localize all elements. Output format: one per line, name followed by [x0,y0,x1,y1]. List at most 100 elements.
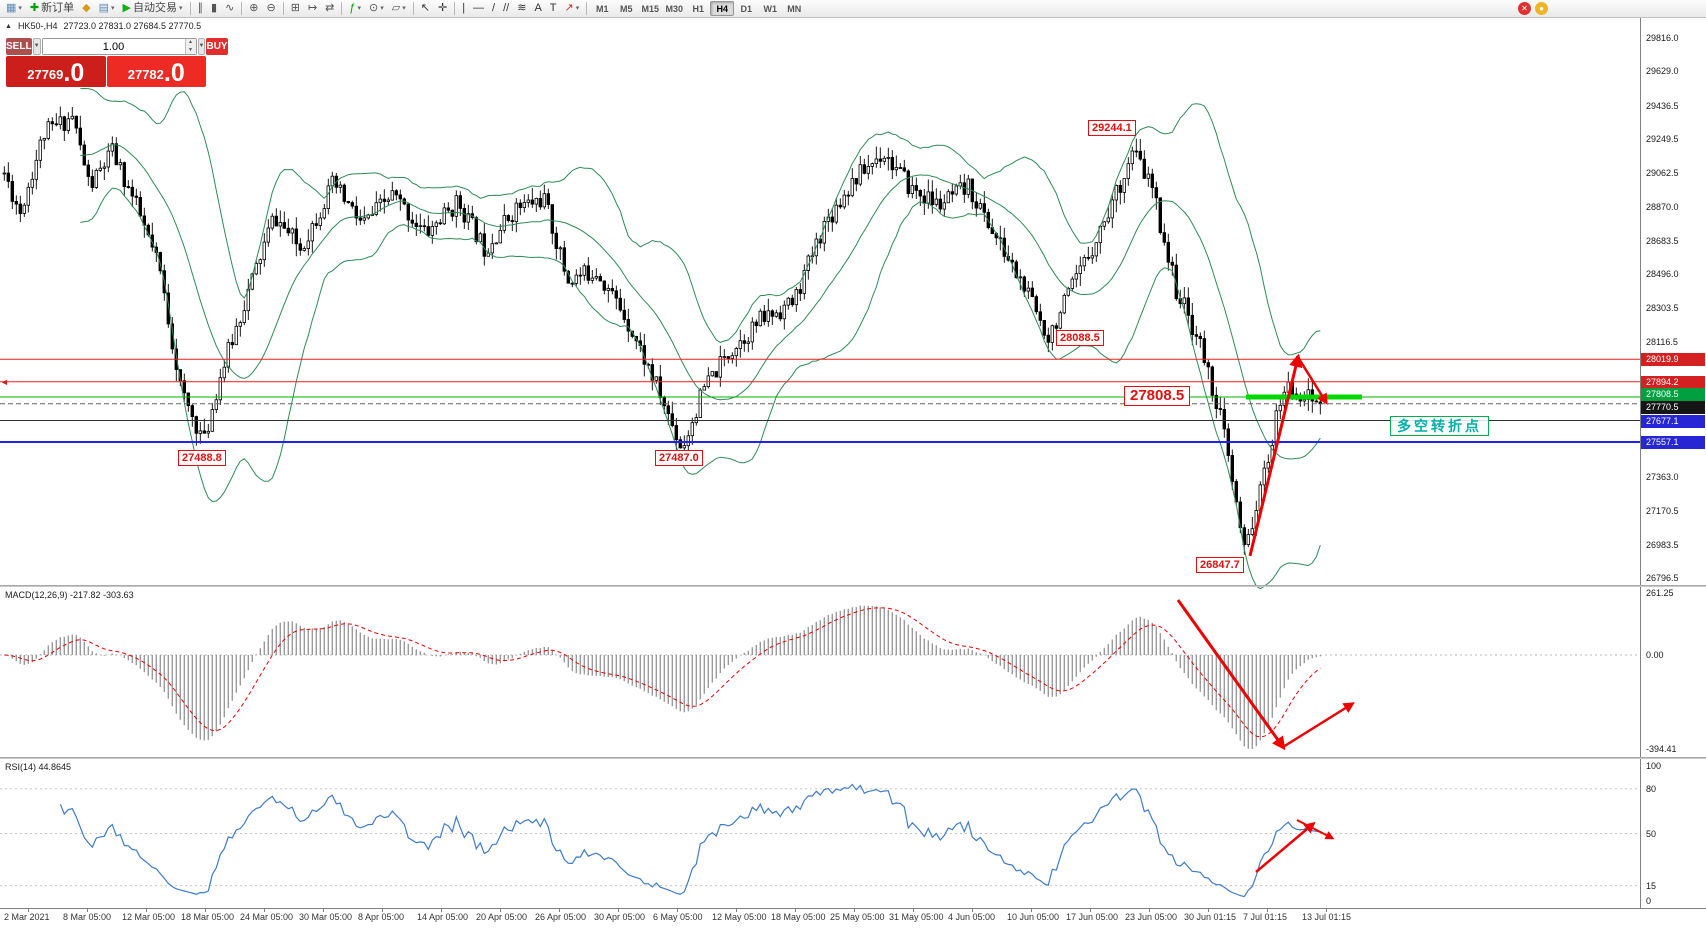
sell-options-caret-icon[interactable]: ▼ [32,38,41,55]
candle [1054,325,1058,329]
timeframe-w1[interactable]: W1 [763,4,778,14]
candle [1062,294,1066,314]
indicators-button[interactable]: ƒ ▾ [345,1,365,17]
new-chart-button[interactable]: ▦ ▾ [2,1,26,17]
candle [130,186,134,197]
trendline-button[interactable]: / [488,1,499,17]
cursor-button[interactable]: ↖ [417,1,434,17]
arrows-tool-button[interactable]: ↗ ▾ [561,1,584,17]
zoom-in-button[interactable]: ⊕ [245,1,262,17]
zoom-out-button[interactable]: ⊖ [263,1,280,17]
timeframe-m5[interactable]: M5 [620,4,633,14]
candle [1050,325,1054,343]
candle [230,342,234,346]
trend-arrow-main-2[interactable] [1295,354,1328,405]
auto-scroll-button[interactable]: ↦ [304,1,321,17]
price-axis-label: 28116.5 [1646,336,1678,347]
trend-arrow-macd-1[interactable] [1176,599,1286,751]
time-axis [0,908,1706,938]
new-chart-icon: ▦ [6,2,17,14]
trend-arrow-rsi-2[interactable] [1296,819,1335,840]
time-axis-tick [1267,908,1268,912]
price-label-27808.5[interactable]: 27808.5 [1124,385,1191,406]
caret-down-icon: ▾ [402,5,406,12]
price-label-27488.8[interactable]: 27488.8 [178,449,226,466]
candle [1122,178,1126,193]
crosshair-button[interactable]: ✛ [434,1,451,17]
price-axis [1640,18,1706,938]
collapse-triangle-icon[interactable]: ▲ [5,22,12,30]
text-button[interactable]: A [530,1,545,17]
candle [594,276,598,279]
buy-price-button[interactable]: 27782 .0 [106,56,206,87]
candle [90,176,94,188]
timeframe-d1[interactable]: D1 [740,4,753,14]
fibonacci-button[interactable]: ≋ [513,1,530,17]
candle [770,310,774,317]
chart-shift-button[interactable]: ⇄ [321,1,338,17]
candle [634,335,638,342]
price-axis-label: 29249.5 [1646,134,1679,145]
sell-price-button[interactable]: 27769 .0 [6,56,106,87]
market-watch-button[interactable]: ◆ [78,1,94,17]
macd-signal-line [4,607,1321,738]
candle [662,397,666,407]
trend-arrow-main-1[interactable] [1248,353,1303,557]
candle [430,225,434,236]
candle [714,371,718,378]
price-label-28088.5[interactable]: 28088.5 [1056,329,1104,346]
trend-arrow-macd-2[interactable] [1282,702,1355,749]
candle [310,223,314,242]
buy-options-caret-icon[interactable]: ▼ [197,38,206,55]
vertical-line-button[interactable]: | [458,1,469,17]
tile-windows-button[interactable]: ⊞ [287,1,304,17]
autotrading-button[interactable]: ▶ 自动交易 ▾ [119,1,187,17]
horizontal-line-button[interactable]: — [469,1,488,17]
timeframe-h1[interactable]: H1 [692,4,705,14]
annotation-note[interactable]: 多空转折点 [1390,415,1489,436]
candle [478,233,482,243]
zoom-out-icon: ⊖ [266,2,276,14]
support-zone-segment[interactable] [1246,394,1362,400]
candle [330,175,334,187]
sell-button[interactable]: SELL [6,38,32,55]
candle [994,233,998,239]
volume-input[interactable] [42,39,185,54]
channel-button[interactable]: // [499,1,513,17]
community-icon[interactable]: ✕ [1518,2,1531,15]
panel-separator-macd[interactable] [0,585,1706,587]
price-axis-label: 29629.0 [1646,66,1679,77]
timeframe-m1[interactable]: M1 [596,4,609,14]
periods-button[interactable]: ⊙ ▾ [365,1,388,17]
time-axis-label: 17 Jun 05:00 [1066,912,1119,922]
indicators-icon: ƒ [349,2,356,14]
candle [426,226,430,236]
candle [1258,484,1262,512]
candle [574,274,578,284]
text-label-button[interactable]: T [546,1,561,17]
price-axis-label: 28303.5 [1646,303,1679,314]
volume-up-icon[interactable]: ▲ [185,39,196,47]
new-order-button[interactable]: ✚ 新订单 [26,1,78,17]
candle [250,273,254,290]
line-chart-button[interactable]: ∿ [221,1,238,17]
bar-chart-button[interactable]: ∥ [194,1,208,17]
time-axis-label: 18 May 05:00 [771,912,826,922]
candle [898,167,902,169]
price-label-26847.7[interactable]: 26847.7 [1196,556,1244,573]
panel-separator-rsi[interactable] [0,757,1706,759]
chart-profiles-button[interactable]: ▤ ▾ [95,1,119,17]
price-label-29244.1[interactable]: 29244.1 [1088,120,1136,137]
buy-button[interactable]: BUY [206,38,228,55]
timeframe-mn[interactable]: MN [787,4,802,14]
notification-icon[interactable]: ● [1535,2,1548,15]
hline-left-anchor-icon: ◄ [0,376,9,387]
volume-down-icon[interactable]: ▼ [185,46,196,54]
price-label-27487.0[interactable]: 27487.0 [655,449,703,466]
candlestick-chart-button[interactable]: ▮ [207,1,221,17]
timeframe-m30[interactable]: M30 [665,4,684,14]
templates-button[interactable]: ▱ ▾ [388,1,410,17]
timeframe-h4[interactable]: H4 [710,1,735,16]
timeframe-m15[interactable]: M15 [641,4,660,14]
trend-arrow-rsi-1[interactable] [1255,821,1316,873]
